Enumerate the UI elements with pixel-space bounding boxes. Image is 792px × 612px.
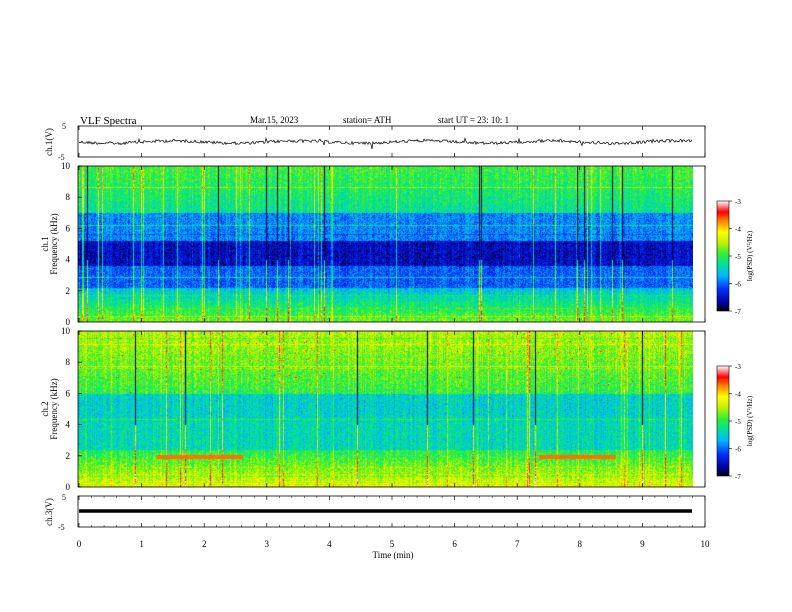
- start-time-label: start UT = 23: 10: 1: [438, 115, 509, 125]
- colorbar-ch1-label: log(PSD) (V²/Hz): [746, 230, 754, 281]
- colorbar-tick-label: -4: [735, 391, 741, 399]
- ch1-trace-frame: [77, 125, 706, 158]
- ch1-trace-panel: 5 -5 ch.1(V): [44, 122, 706, 162]
- y-tick-label: 4: [66, 255, 71, 265]
- ch1-ytick-top: 5: [62, 122, 66, 131]
- ch3-trace-panel: 5 -5 ch.3(V): [44, 493, 706, 532]
- x-tick-label: 7: [515, 539, 520, 549]
- colorbar-ch2-ticks: -3 -4 -5 -6 -7: [729, 363, 741, 481]
- colorbar-tick-label: -5: [735, 418, 741, 426]
- ch2-spec-ylabel-line1: ch.2: [40, 401, 50, 416]
- time-axis-label: Time (min): [373, 550, 414, 560]
- colorbar-tick-label: -7: [735, 308, 741, 316]
- ch3-trace-ylabel: ch.3(V): [44, 498, 54, 526]
- y-tick-label: 8: [66, 357, 71, 367]
- colorbar-ch1-gradient: [716, 200, 730, 312]
- ch1-spec-frame: [77, 165, 706, 323]
- colorbar-ch2: -3 -4 -5 -6 -7 log(PSD) (V²/Hz): [716, 363, 754, 481]
- ch3-trace-frame: [77, 495, 706, 528]
- y-tick-label: 10: [61, 161, 71, 171]
- x-tick-label: 3: [265, 539, 270, 549]
- x-tick-label: 6: [452, 539, 457, 549]
- ch1-trace-ylabel: ch.1(V): [44, 128, 54, 156]
- ch1-spectrogram-image: [78, 166, 693, 322]
- y-tick-label: 6: [66, 223, 71, 233]
- y-tick-label: 0: [66, 317, 71, 327]
- colorbar-tick-label: -3: [735, 363, 741, 371]
- ch2-spectrogram-panel: 0 2 4 6 8 10 ch.2 Frequency (kHz): [40, 326, 706, 492]
- y-tick-label: 8: [66, 192, 71, 202]
- ch2-spectrogram-image: [78, 331, 693, 487]
- x-tick-label: 5: [390, 539, 395, 549]
- time-axis: 0 1 2 3 4 5 6 7 8 9 10: [77, 126, 710, 549]
- ch1-spectrogram-panel: 0 2 4 6 8 10 ch.1 Frequency (kHz): [40, 161, 706, 327]
- y-tick-label: 6: [66, 388, 71, 398]
- colorbar-tick-label: -3: [735, 198, 741, 206]
- x-tick-label: 1: [139, 539, 144, 549]
- ch1-trace-line: [79, 136, 693, 149]
- ch2-spec-frame: [77, 330, 706, 488]
- ch1-spec-yticks: 0 2 4 6 8 10: [61, 161, 82, 327]
- y-tick-label: 2: [66, 286, 71, 296]
- ch3-ytick-bottom: -5: [58, 523, 65, 532]
- y-tick-label: 10: [61, 326, 71, 336]
- y-tick-label: 2: [66, 451, 71, 461]
- colorbar-tick-label: -4: [735, 226, 741, 234]
- colorbar-ch2-label: log(PSD) (V²/Hz): [746, 395, 754, 446]
- colorbar-ch1: -3 -4 -5 -6 -7 log(PSD) (V²/Hz): [716, 198, 754, 316]
- x-tick-label: 2: [202, 539, 207, 549]
- x-tick-label: 10: [701, 539, 711, 549]
- date-label: Mar.15, 2023: [250, 115, 299, 125]
- x-tick-label: 0: [77, 539, 82, 549]
- ch2-spec-ylabel-line2: Frequency (kHz): [49, 378, 59, 439]
- ch1-ytick-bottom: -5: [58, 153, 65, 162]
- ch1-spec-ylabel-line2: Frequency (kHz): [49, 213, 59, 274]
- ch3-ytick-top: 5: [62, 493, 66, 502]
- colorbar-tick-label: -6: [735, 446, 741, 454]
- y-tick-label: 4: [66, 420, 71, 430]
- x-tick-label: 4: [327, 539, 332, 549]
- colorbar-ch2-gradient: [716, 365, 730, 477]
- colorbar-ch1-ticks: -3 -4 -5 -6 -7: [729, 198, 741, 316]
- x-tick-label: 9: [640, 539, 645, 549]
- x-tick-label: 8: [578, 539, 583, 549]
- ch1-spec-ylabel-line1: ch.1: [40, 236, 50, 251]
- colorbar-tick-label: -7: [735, 473, 741, 481]
- colorbar-tick-label: -5: [735, 253, 741, 261]
- station-label: station= ATH: [343, 115, 392, 125]
- y-tick-label: 0: [66, 482, 71, 492]
- colorbar-tick-label: -6: [735, 281, 741, 289]
- figure-title: VLF Spectra: [80, 115, 137, 127]
